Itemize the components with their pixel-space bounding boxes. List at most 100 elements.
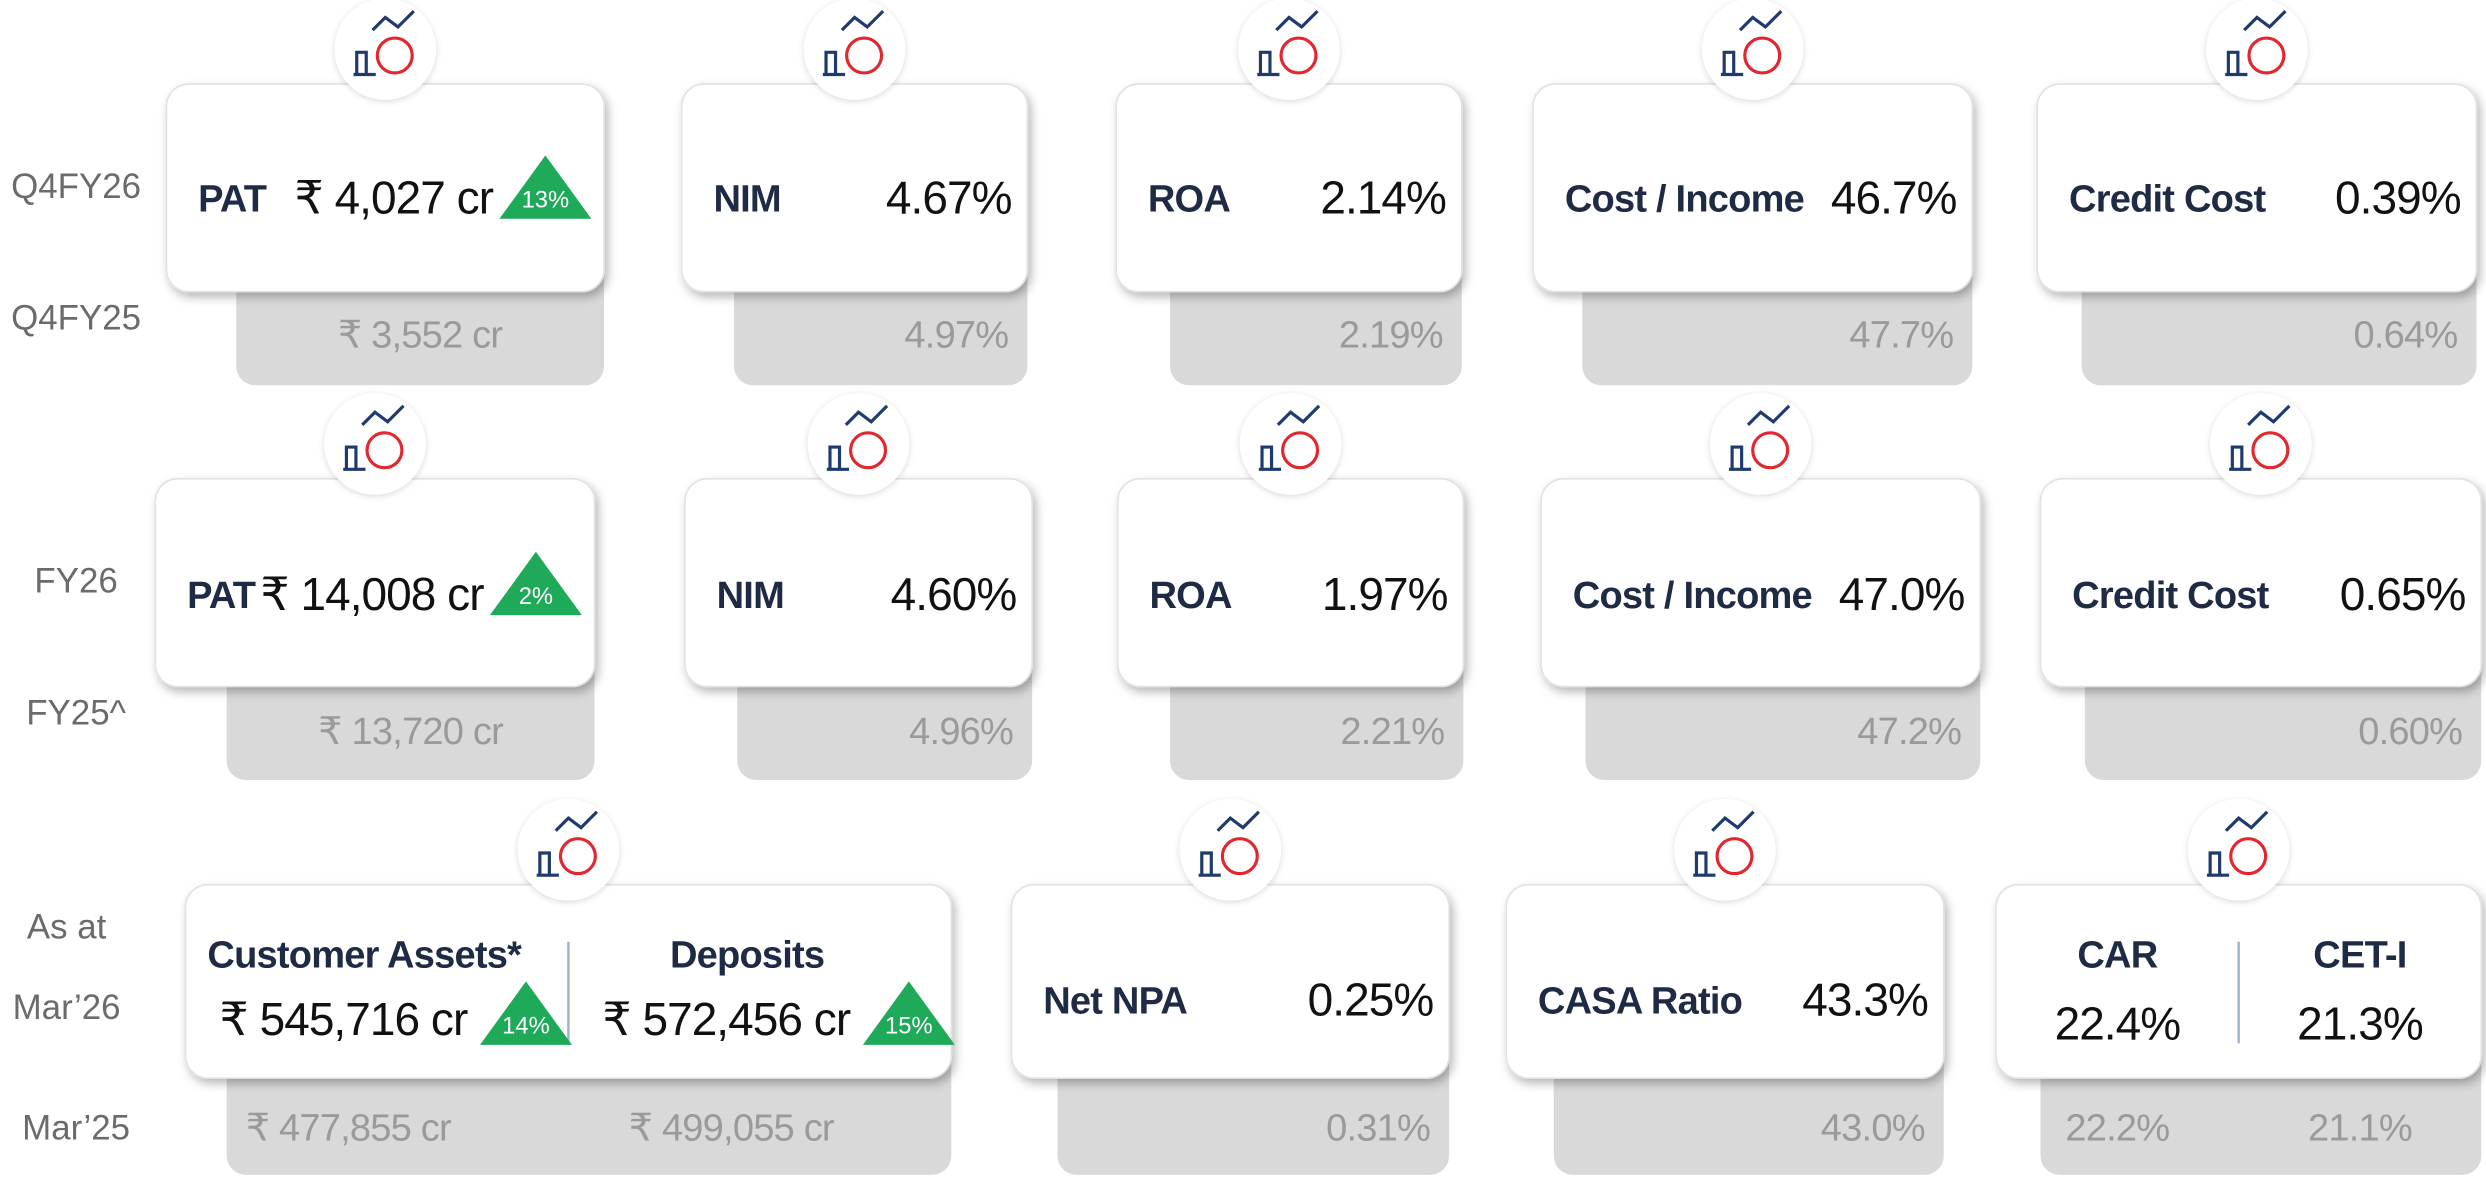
icon-ring [849, 431, 888, 470]
previous-value: ₹ 3,552 cr [338, 315, 503, 357]
previous-value: 0.60% [2358, 711, 2462, 753]
growth-label: 15% [885, 1013, 933, 1040]
icon-glyph [1728, 404, 1791, 471]
growth-badge [489, 551, 582, 616]
metric-label: ROA [1148, 178, 1230, 220]
row-label: FY25^ [26, 693, 126, 732]
metric-label: CAR [2077, 935, 2157, 977]
icon-glyph [343, 404, 405, 471]
metric-value: 1.97% [1322, 568, 1448, 620]
icon-bg [1238, 0, 1340, 100]
icon-ring [845, 36, 884, 75]
icon-bg [1709, 393, 1812, 495]
previous-value: 0.31% [1326, 1107, 1430, 1149]
previous-value: 47.2% [1857, 711, 1961, 753]
icon-ring [365, 431, 404, 470]
row-label: FY26 [34, 562, 117, 601]
previous-value: 47.7% [1849, 315, 1953, 357]
metric-value: ₹ 4,027 cr [294, 171, 493, 223]
icon-bg [334, 0, 436, 100]
metric-value: ₹ 545,716 cr [219, 993, 467, 1045]
metric-value: 47.0% [1839, 568, 1965, 620]
metric-label: ROA [1149, 575, 1231, 617]
icon-ring [558, 837, 597, 876]
metric-value: 46.7% [1831, 171, 1957, 223]
icon-bg [2206, 0, 2308, 100]
icon-bg [517, 799, 620, 901]
icon-glyph [822, 9, 885, 77]
icon-glyph [353, 9, 415, 77]
growth-label: 2% [519, 583, 553, 610]
icon-ring [2251, 431, 2290, 470]
metric-label: Cost / Income [1573, 575, 1812, 617]
growth-label: 14% [502, 1013, 550, 1040]
previous-value: 21.1% [2308, 1107, 2412, 1149]
metric-label: NIM [713, 178, 780, 220]
icon-bg [1239, 393, 1342, 495]
metric-label: Net NPA [1043, 981, 1187, 1023]
icon-glyph [2225, 9, 2287, 77]
metric-value: 0.39% [2335, 171, 2461, 223]
previous-value: 2.19% [1339, 315, 1443, 357]
icon-ring [1279, 36, 1318, 75]
metric-value: 21.3% [2297, 998, 2423, 1050]
previous-value: 43.0% [1821, 1107, 1925, 1149]
icon-glyph [536, 810, 599, 877]
icon-ring [1743, 36, 1782, 75]
previous-value: 2.21% [1340, 711, 1444, 753]
metric-value: 43.3% [1802, 974, 1928, 1026]
metric-label: Deposits [670, 935, 824, 977]
metric-value: 4.60% [891, 568, 1017, 620]
metric-value: 2.14% [1320, 171, 1446, 223]
icon-bg [2187, 799, 2290, 901]
metric-value: 22.4% [2055, 998, 2181, 1050]
icon-bg [807, 393, 910, 495]
previous-value: 4.97% [904, 315, 1008, 357]
previous-value: 22.2% [2065, 1107, 2169, 1149]
row-label: Q4FY25 [11, 298, 141, 337]
metric-value: ₹ 572,456 cr [602, 993, 850, 1045]
growth-label: 13% [522, 187, 570, 214]
metric-label: PAT [198, 178, 267, 220]
metric-value: 4.67% [886, 171, 1012, 223]
icon-ring [2247, 36, 2286, 75]
icon-bg [2210, 393, 2312, 495]
icon-glyph [1257, 9, 1319, 77]
icon-glyph [1721, 9, 1783, 77]
growth-badge [499, 155, 592, 219]
metric-value: 0.25% [1308, 974, 1434, 1026]
icon-glyph [826, 404, 889, 471]
previous-value: 4.96% [909, 711, 1013, 753]
row-label: Mar’26 [13, 988, 121, 1027]
icon-bg [1179, 799, 1282, 901]
previous-value: 0.64% [2354, 315, 2458, 357]
previous-value: ₹ 499,055 cr [629, 1107, 835, 1149]
growth-badge [479, 981, 572, 1045]
metric-label: Customer Assets* [207, 935, 522, 977]
icon-glyph [2229, 404, 2291, 471]
icon-bg [803, 0, 906, 100]
metric-label: Credit Cost [2069, 178, 2266, 220]
icon-ring [1751, 431, 1790, 470]
icon-bg [324, 393, 426, 495]
metric-label: PAT [187, 575, 256, 617]
icon-ring [2229, 837, 2268, 876]
icon-glyph [1198, 810, 1260, 877]
metric-value: 0.65% [2340, 568, 2466, 620]
icon-ring [1220, 837, 1259, 876]
row-label: As at [27, 907, 107, 946]
metric-label: Credit Cost [2072, 575, 2269, 617]
growth-badge [862, 981, 955, 1045]
icon-ring [1281, 431, 1320, 470]
metric-label: Cost / Income [1565, 178, 1804, 220]
icon-bg [1702, 0, 1804, 100]
icon-bg [1674, 799, 1776, 901]
icon-ring [375, 36, 414, 75]
previous-value: ₹ 13,720 cr [318, 711, 504, 753]
icon-glyph [1258, 404, 1321, 471]
icon-glyph [2206, 810, 2269, 877]
metric-label: CET-I [2313, 935, 2406, 977]
row-label: Mar’25 [22, 1109, 130, 1148]
metric-label: NIM [717, 575, 784, 617]
